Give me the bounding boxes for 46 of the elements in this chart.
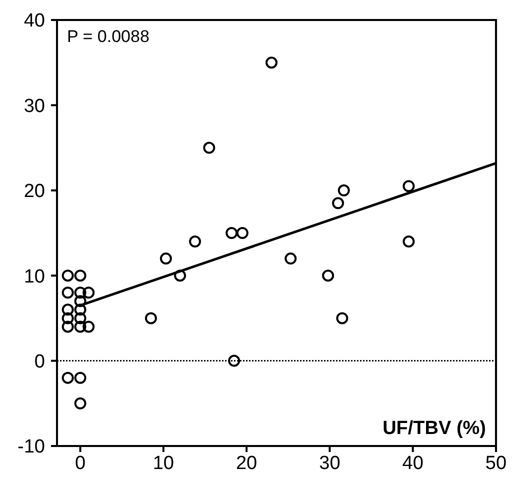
x-tick-label: 50 [485,453,507,474]
point [144,312,157,324]
x-axis-title: UF/TBV (%) [382,418,486,439]
point [74,320,86,333]
point [82,320,95,333]
y-tick-label: -10 [18,436,45,458]
y-tick-label: 40 [24,10,45,32]
x-tick-label: 40 [402,453,424,474]
point [226,227,238,239]
y-tick-label: 30 [24,96,45,117]
point [74,270,86,282]
point [62,270,74,282]
y-tick-label: 0 [34,351,45,372]
x-tick-label: 30 [319,453,340,474]
point [74,286,86,299]
point [62,312,74,324]
point [266,56,278,69]
point [74,304,86,316]
point [228,354,240,367]
point [74,397,86,410]
point [62,320,74,333]
x-tick-label: 10 [152,453,174,474]
point [338,184,350,196]
point [236,227,248,239]
point [322,270,334,282]
point [336,312,348,324]
point [62,286,74,299]
point [74,312,86,324]
point [402,180,415,192]
point [203,142,216,154]
point [402,236,415,248]
x-tick-label: 0 [74,453,86,474]
point [74,295,86,308]
point [160,252,172,265]
annotation: P = 0.0088 [67,27,150,46]
point [62,304,74,316]
point [82,286,95,299]
point [74,372,86,384]
point [174,270,186,282]
y-tick-label: 20 [24,181,45,202]
y-tick-label: 10 [24,266,45,288]
point [189,236,202,248]
x-tick-label: 20 [236,453,258,474]
point [284,252,297,265]
point [62,372,74,384]
point [332,197,344,210]
